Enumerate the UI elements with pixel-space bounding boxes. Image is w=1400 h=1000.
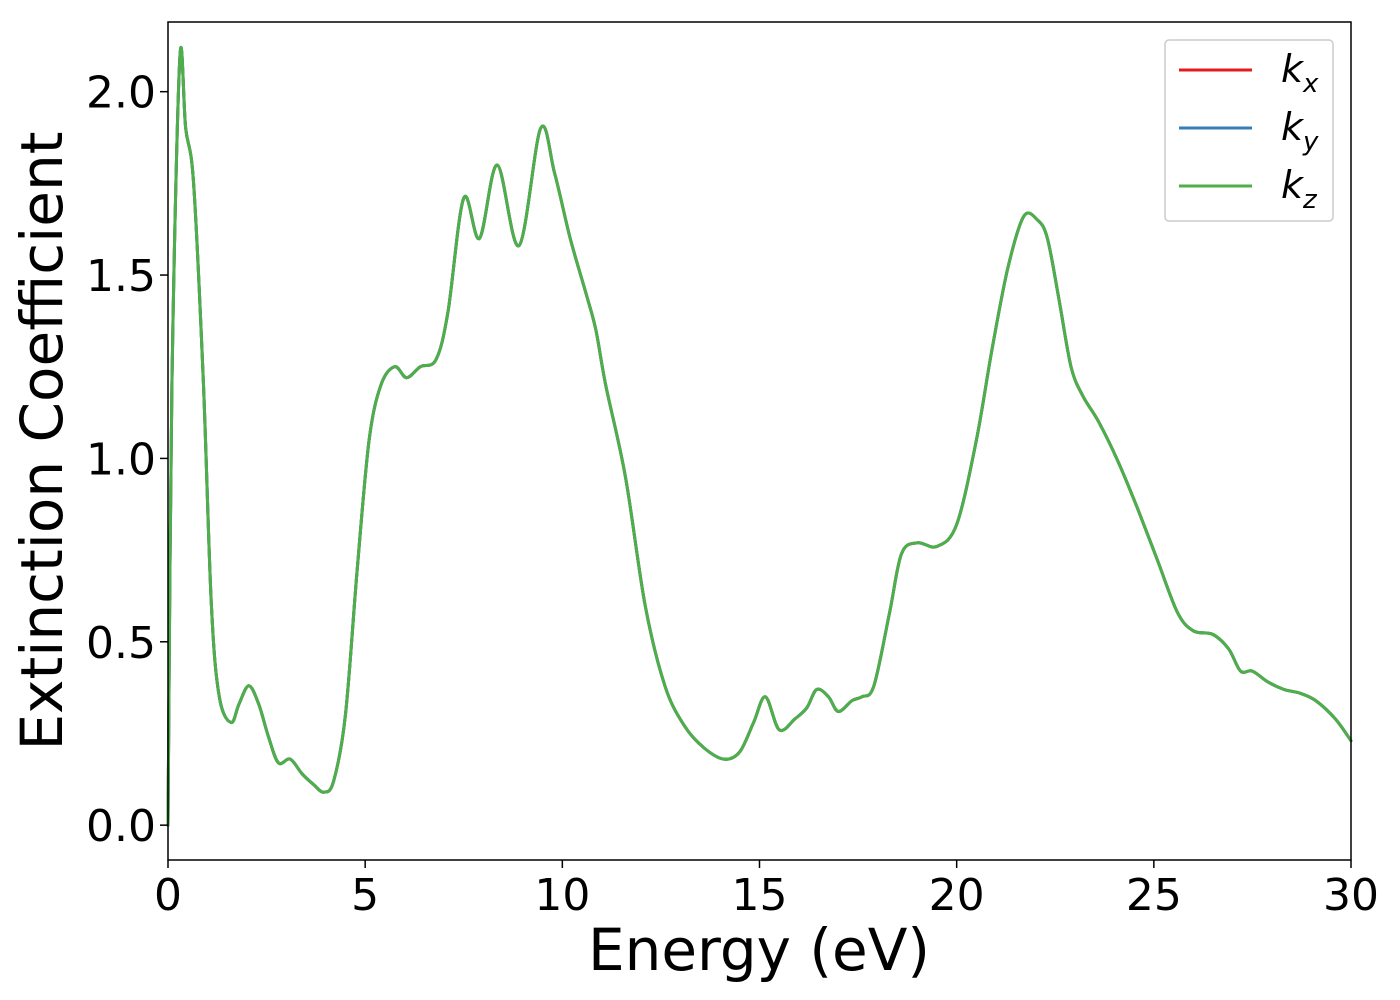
legend-label-main: k: [1281, 163, 1305, 207]
x-tick-label: 30: [1323, 870, 1379, 921]
legend-label-sub: y: [1302, 127, 1319, 157]
y-axis-ticks: 0.0 0.5 1.0 1.5 2.0: [86, 68, 168, 852]
x-tick-label: 15: [732, 870, 788, 921]
x-axis-label: Energy (eV): [588, 916, 930, 984]
legend-label-main: k: [1281, 105, 1305, 149]
x-tick-label: 20: [929, 870, 985, 921]
x-axis-ticks: 0 5 10 15 20 25 30: [154, 860, 1379, 921]
y-tick-label: 1.0: [86, 434, 156, 485]
x-tick-label: 5: [351, 870, 379, 921]
y-tick-label: 0.5: [86, 618, 156, 669]
x-tick-label: 25: [1126, 870, 1182, 921]
legend-frame: [1164, 39, 1334, 222]
y-axis-label: Extinction Coefficient: [8, 132, 76, 751]
legend-label-k-y: ky: [1281, 105, 1319, 157]
y-tick-label: 0.0: [86, 801, 156, 852]
series-line-k-z: [166, 46, 1353, 827]
legend-label-k-x: kx: [1281, 47, 1319, 99]
legend-label-k-z: kz: [1281, 163, 1318, 215]
x-tick-label: 0: [154, 870, 182, 921]
legend-label-main: k: [1281, 47, 1305, 91]
x-tick-label: 10: [534, 870, 590, 921]
legend-label-sub: z: [1302, 185, 1318, 215]
y-tick-label: 1.5: [86, 251, 156, 302]
legend-label-sub: x: [1302, 69, 1319, 99]
y-tick-label: 2.0: [86, 68, 156, 119]
series-layer: [166, 46, 1353, 827]
